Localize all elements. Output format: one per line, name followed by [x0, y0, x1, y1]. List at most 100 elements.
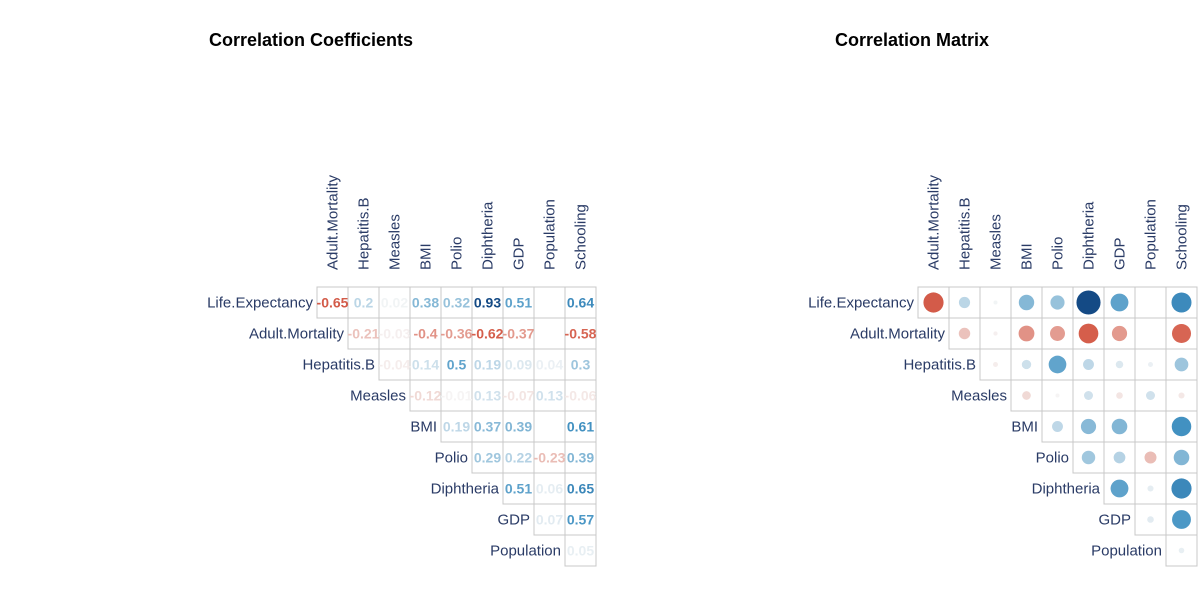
- column-label: Hepatitis.B: [356, 197, 373, 270]
- correlation-point: [1080, 418, 1097, 435]
- grid-cell: [564, 379, 597, 412]
- grid-cell: [1165, 534, 1198, 567]
- correlation-point: [1022, 391, 1031, 400]
- grid-cell: [533, 317, 566, 350]
- column-label: Measles: [387, 214, 404, 270]
- data-label: -0.03: [379, 326, 411, 342]
- grid-cell: [440, 379, 473, 412]
- row-label: Measles: [951, 388, 1007, 405]
- data-label: 0.64: [567, 295, 594, 311]
- chart-title-matrix: Correlation Matrix: [835, 30, 990, 50]
- grid-cell: [1134, 410, 1167, 443]
- row-label: Population: [490, 543, 561, 560]
- correlation-point: [993, 300, 998, 305]
- correlation-point: [1174, 357, 1189, 372]
- grid-cell: [409, 317, 442, 350]
- correlation-point: [1018, 294, 1035, 311]
- correlation-point: [1178, 392, 1185, 399]
- data-label: 0.65: [567, 481, 594, 497]
- row-label: Polio: [1036, 450, 1069, 467]
- grid-cell: [378, 348, 411, 381]
- correlation-point: [958, 327, 971, 340]
- data-label: 0.07: [536, 512, 563, 528]
- correlation-point: [1048, 355, 1067, 374]
- data-label: 0.39: [567, 450, 594, 466]
- row-label: Diphtheria: [1032, 481, 1101, 498]
- correlation-point: [1171, 323, 1192, 344]
- row-label: Measles: [350, 388, 406, 405]
- column-label: Population: [542, 199, 559, 270]
- correlation-point: [1050, 295, 1065, 310]
- correlation-point: [1113, 451, 1126, 464]
- grid-cell: [533, 503, 566, 536]
- correlation-point: [1110, 293, 1129, 312]
- data-label: -0.37: [503, 326, 535, 342]
- row-label: Adult.Mortality: [850, 326, 946, 343]
- column-label: Schooling: [573, 204, 590, 270]
- correlation-point: [1171, 478, 1192, 499]
- data-label: -0.12: [410, 388, 442, 404]
- correlation-point: [1144, 451, 1157, 464]
- data-label: 0.38: [412, 295, 439, 311]
- correlation-point: [1055, 393, 1060, 398]
- correlation-point: [1111, 325, 1128, 342]
- row-label: Diphtheria: [431, 481, 500, 498]
- column-label: Adult.Mortality: [325, 174, 342, 270]
- correlation-point: [1147, 485, 1154, 492]
- data-label: 0.05: [567, 543, 594, 559]
- column-label: Measles: [988, 214, 1005, 270]
- grid-cell: [1165, 503, 1198, 536]
- data-label: 0.51: [505, 481, 532, 497]
- grid-cell: [502, 472, 535, 505]
- grid-cell: [471, 286, 504, 319]
- grid-cell: [564, 534, 597, 567]
- grid-cell: [533, 441, 566, 474]
- chart-title-coefficients: Correlation Coefficients: [209, 30, 414, 50]
- correlation-point: [1115, 360, 1124, 369]
- data-label: 0.19: [443, 419, 470, 435]
- column-label: Population: [1143, 199, 1160, 270]
- data-label: -0.4: [413, 326, 437, 342]
- row-label: Adult.Mortality: [249, 326, 345, 343]
- data-label: -0.04: [379, 357, 411, 373]
- data-label: 0.61: [567, 419, 594, 435]
- correlation-point: [1078, 323, 1099, 344]
- data-label: -0.01: [441, 388, 473, 404]
- data-label: -0.06: [565, 388, 597, 404]
- correlation-point: [1083, 390, 1094, 401]
- correlation-point: [1018, 325, 1035, 342]
- column-label: Schooling: [1174, 204, 1191, 270]
- data-label: 0.22: [505, 450, 532, 466]
- data-label: -0.62: [472, 326, 504, 342]
- column-label: Hepatitis.B: [957, 197, 974, 270]
- data-label: 0.06: [536, 481, 563, 497]
- row-label: Population: [1091, 543, 1162, 560]
- row-label: BMI: [1011, 419, 1038, 436]
- grid-cell: [502, 441, 535, 474]
- data-label: 0.3: [571, 357, 591, 373]
- data-label: 0.5: [447, 357, 467, 373]
- grid-cell: [1134, 317, 1167, 350]
- correlation-point: [1145, 390, 1156, 401]
- grid-cell: [409, 286, 442, 319]
- correlation-point: [1173, 449, 1190, 466]
- grid-cell: [1165, 410, 1198, 443]
- column-label: GDP: [511, 237, 528, 270]
- correlation-point: [1171, 416, 1192, 437]
- correlation-point: [1116, 392, 1123, 399]
- row-label: Polio: [435, 450, 468, 467]
- correlation-point: [1147, 516, 1154, 523]
- correlation-point: [1021, 359, 1032, 370]
- correlation-point: [958, 296, 971, 309]
- row-label: Hepatitis.B: [302, 357, 375, 374]
- grid-cell: [409, 379, 442, 412]
- correlation-point: [1110, 479, 1129, 498]
- column-label: Diphtheria: [480, 201, 497, 270]
- data-label: -0.36: [441, 326, 473, 342]
- data-label: 0.13: [474, 388, 501, 404]
- correlation-point: [1148, 362, 1153, 367]
- data-label: -0.21: [348, 326, 380, 342]
- grid-cell: [316, 286, 349, 319]
- grid-cell: [471, 441, 504, 474]
- grid-cell: [564, 441, 597, 474]
